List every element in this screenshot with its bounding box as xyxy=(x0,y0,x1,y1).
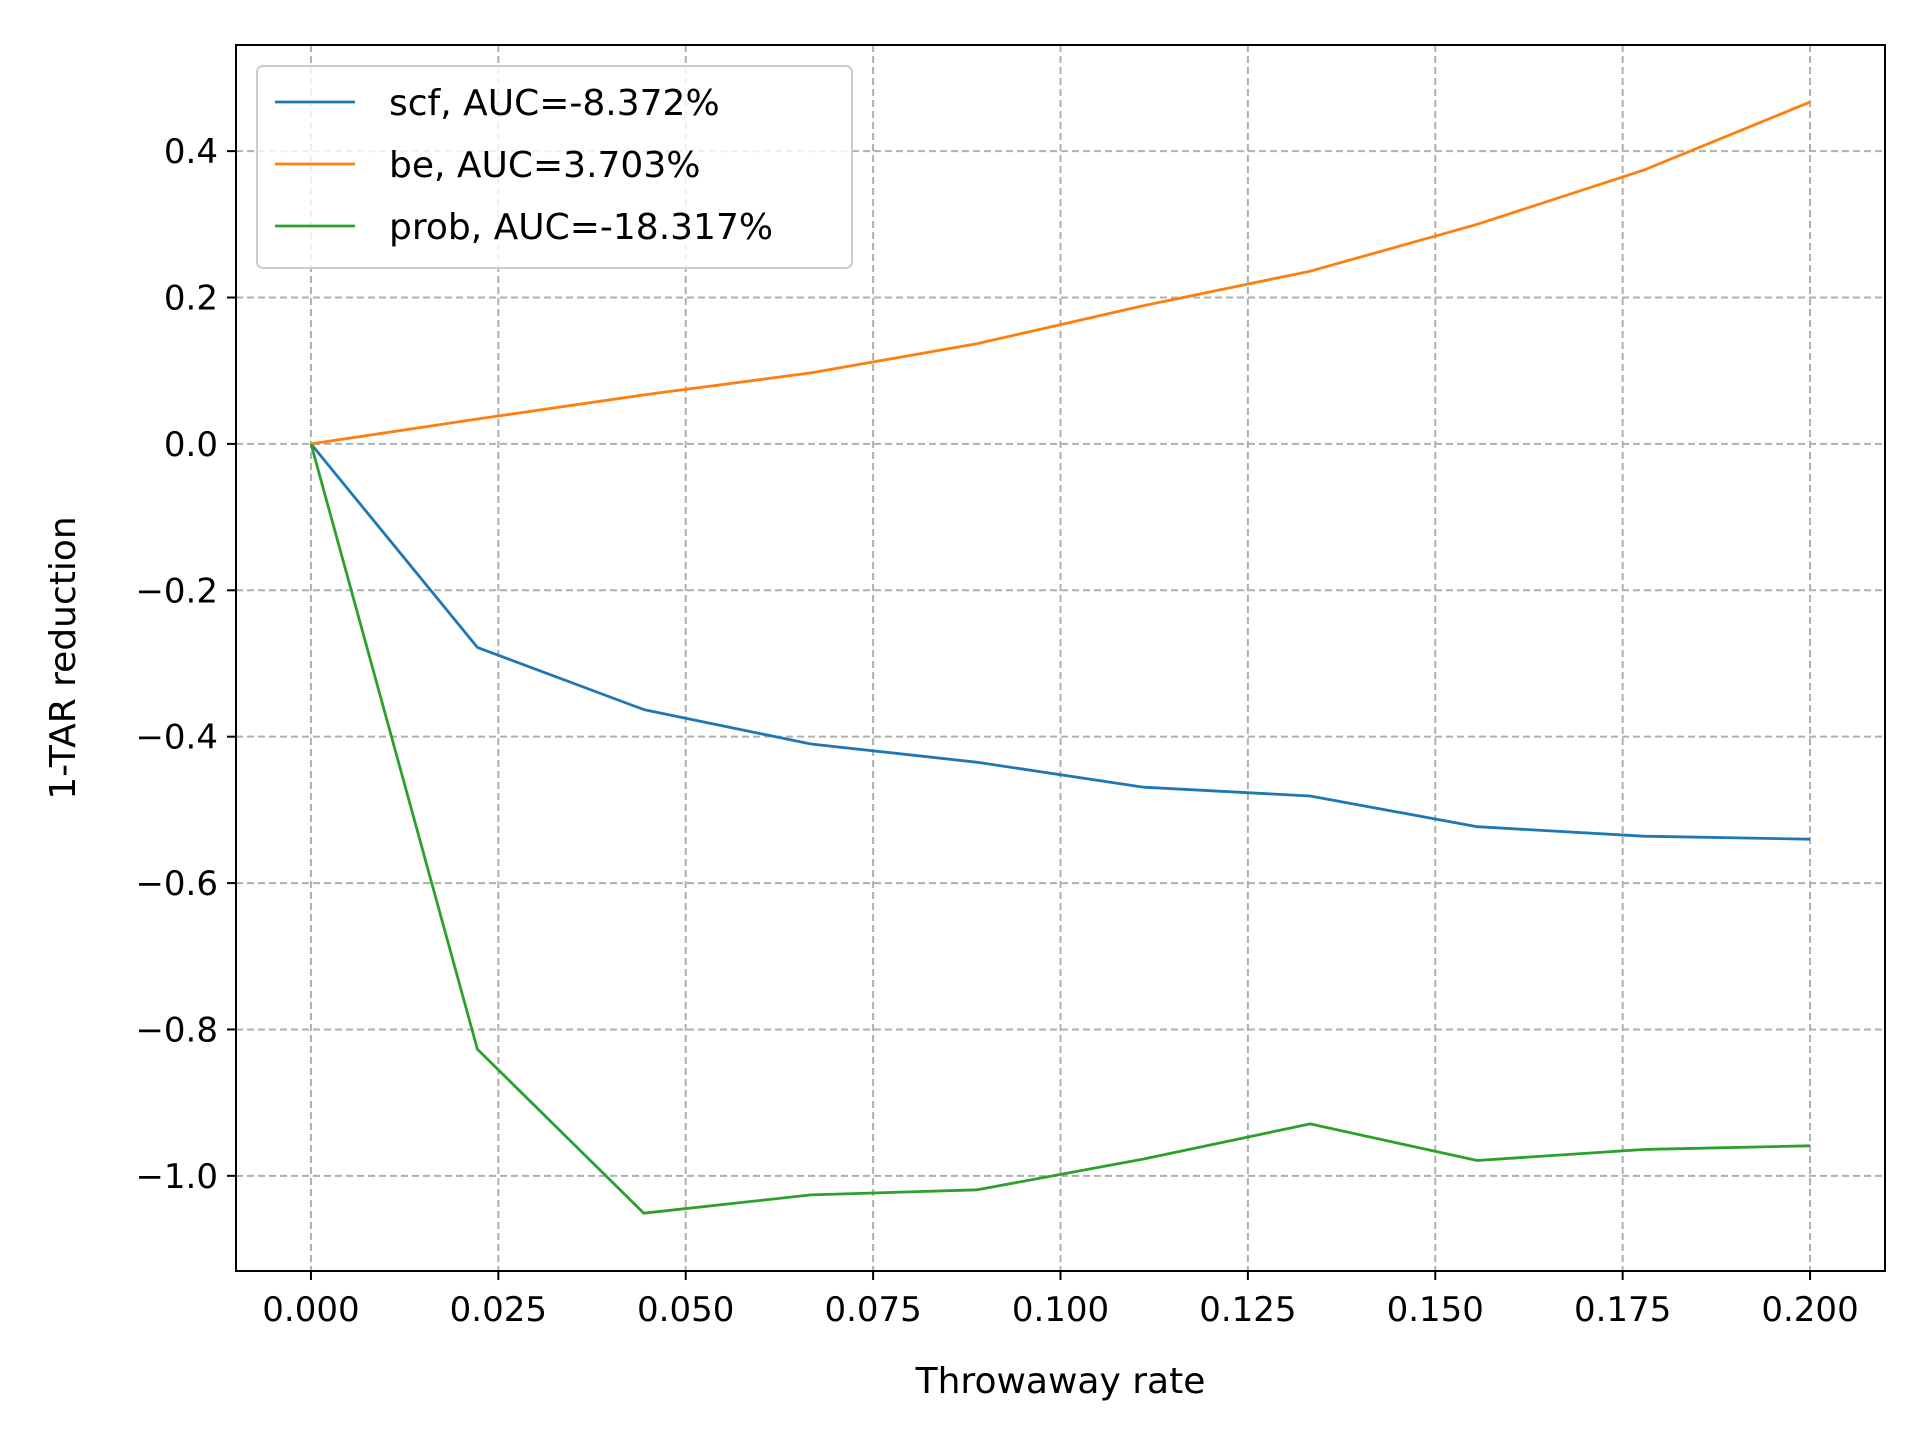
legend-box xyxy=(256,65,853,269)
y-tick-label: 0.4 xyxy=(164,132,218,172)
x-tick-label: 0.100 xyxy=(1012,1290,1109,1330)
legend-entry: scf, AUC=-8.372% xyxy=(389,83,720,124)
y-tick-label: −0.8 xyxy=(135,1010,218,1050)
series-layer xyxy=(309,100,1811,1215)
x-tick-label: 0.025 xyxy=(450,1290,547,1330)
x-tick-label: 0.000 xyxy=(262,1290,359,1330)
x-tick-label: 0.150 xyxy=(1387,1290,1484,1330)
ticks-layer: 0.000 0.025 0.050 0.075 0.100 0.125 0.150 0.175… xyxy=(135,132,1858,1330)
y-tick-label: 0.2 xyxy=(164,279,218,319)
series-line-2 xyxy=(309,443,1811,1215)
y-tick-label: 0.0 xyxy=(164,425,218,465)
legend-entry: prob, AUC=-18.317% xyxy=(389,207,773,248)
x-tick-label: 0.125 xyxy=(1199,1290,1296,1330)
x-tick-label: 0.075 xyxy=(824,1290,921,1330)
legend-entry: be, AUC=3.703% xyxy=(389,145,700,186)
series-line-0 xyxy=(309,443,1811,841)
x-axis-title: Throwaway rate xyxy=(915,1361,1206,1402)
y-tick-label: −0.6 xyxy=(135,864,218,904)
y-tick-label: −1.0 xyxy=(135,1157,218,1197)
series-line-1 xyxy=(310,100,1811,446)
x-tick-label: 0.200 xyxy=(1761,1290,1858,1330)
legend: scf, AUC=-8.372% be, AUC=3.703% prob, AUC=… xyxy=(256,65,853,269)
y-tick-label: −0.2 xyxy=(135,571,218,611)
y-tick-label: −0.4 xyxy=(135,718,218,758)
x-tick-label: 0.050 xyxy=(637,1290,734,1330)
x-tick-label: 0.175 xyxy=(1574,1290,1671,1330)
y-axis-title: 1-TAR reduction xyxy=(43,516,84,799)
